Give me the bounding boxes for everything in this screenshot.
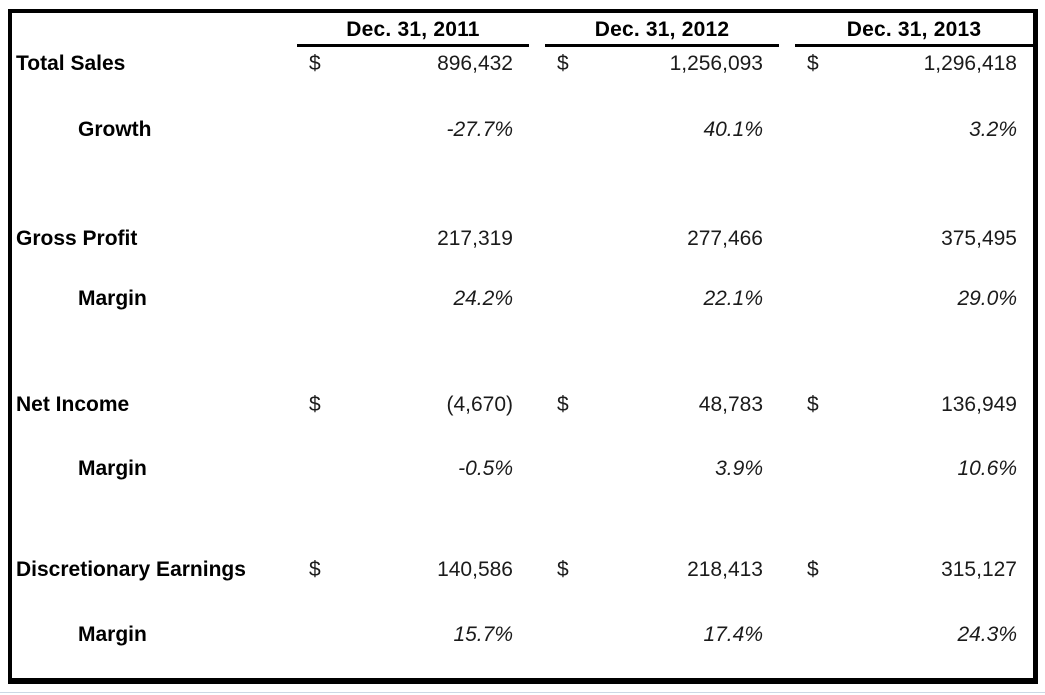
dollar-sign: $ [309,392,321,416]
value-cell-2013: 3.2% [795,118,1033,142]
value: 15.7% [453,622,513,646]
value-cell-2011: $ (4,670) [297,393,529,417]
value: (4,670) [446,392,513,416]
dollar-sign: $ [309,557,321,581]
value: 136,949 [941,392,1017,416]
dollar-sign: $ [557,392,569,416]
row-gross-profit: Gross Profit 217,319 277,466 375,495 [12,222,1033,255]
row-label: Gross Profit [16,226,138,250]
row-label: Margin [78,622,147,646]
value: 24.3% [957,622,1017,646]
value: 218,413 [687,557,763,581]
value: 3.2% [969,117,1017,141]
row-sales-growth: Growth -27.7% 40.1% 3.2% [12,113,1033,146]
value-cell-2012: 17.4% [545,623,779,647]
value-cell-2013: $ 136,949 [795,393,1033,417]
value-cell-2011: $ 140,586 [297,558,529,582]
value-cell-2013: $ 315,127 [795,558,1033,582]
row-label: Margin [78,286,147,310]
value: -0.5% [458,456,513,480]
value: 10.6% [957,456,1017,480]
value: 40.1% [703,117,763,141]
value-cell-2012: $ 48,783 [545,393,779,417]
value: 140,586 [437,557,513,581]
value-cell-2011: -0.5% [297,457,529,481]
value-cell-2013: 24.3% [795,623,1033,647]
row-label: Margin [78,456,147,480]
value-cell-2013: $ 1,296,418 [795,52,1033,76]
value: -27.7% [446,117,513,141]
row-net-income: Net Income $ (4,670) $ 48,783 $ 136,949 [12,388,1033,421]
column-header-2013: Dec. 31, 2013 [795,14,1033,47]
value-cell-2011: 15.7% [297,623,529,647]
value-cell-2013: 10.6% [795,457,1033,481]
row-label: Total Sales [16,51,126,75]
dollar-sign: $ [309,51,321,75]
row-label: Growth [78,117,152,141]
value-cell-2012: 3.9% [545,457,779,481]
row-discretionary-margin: Margin 15.7% 17.4% 24.3% [12,618,1033,651]
value: 896,432 [437,51,513,75]
value-cell-2012: 277,466 [545,227,779,251]
value: 315,127 [941,557,1017,581]
value-cell-2011: -27.7% [297,118,529,142]
row-net-margin: Margin -0.5% 3.9% 10.6% [12,452,1033,485]
value-cell-2011: $ 896,432 [297,52,529,76]
value: 277,466 [687,226,763,250]
table-header-row: Dec. 31, 2011 Dec. 31, 2012 Dec. 31, 201… [12,14,1033,47]
value: 1,296,418 [923,51,1017,75]
value-cell-2012: $ 1,256,093 [545,52,779,76]
value-cell-2012: 40.1% [545,118,779,142]
column-header-2011: Dec. 31, 2011 [297,14,529,47]
dollar-sign: $ [807,392,819,416]
dollar-sign: $ [557,557,569,581]
value: 3.9% [715,456,763,480]
header-spacer [12,14,281,47]
value: 48,783 [698,392,763,416]
value: 24.2% [453,286,513,310]
value: 17.4% [703,622,763,646]
row-label: Net Income [16,392,130,416]
value-cell-2012: $ 218,413 [545,558,779,582]
row-discretionary-earnings: Discretionary Earnings $ 140,586 $ 218,4… [12,553,1033,586]
value-cell-2013: 375,495 [795,227,1033,251]
value: 29.0% [957,286,1017,310]
row-label: Discretionary Earnings [16,557,246,581]
dollar-sign: $ [557,51,569,75]
value-cell-2013: 29.0% [795,287,1033,311]
value-cell-2011: 24.2% [297,287,529,311]
value: 375,495 [941,226,1017,250]
dollar-sign: $ [807,51,819,75]
value: 217,319 [437,226,513,250]
value-cell-2012: 22.1% [545,287,779,311]
row-gross-margin: Margin 24.2% 22.1% 29.0% [12,282,1033,315]
value: 1,256,093 [669,51,763,75]
value: 22.1% [703,286,763,310]
value-cell-2011: 217,319 [297,227,529,251]
dollar-sign: $ [807,557,819,581]
financial-summary-table: Dec. 31, 2011 Dec. 31, 2012 Dec. 31, 201… [8,9,1038,684]
row-total-sales: Total Sales $ 896,432 $ 1,256,093 $ 1,29… [12,47,1033,80]
screenshot-edge-line [0,692,1045,693]
column-header-2012: Dec. 31, 2012 [545,14,779,47]
